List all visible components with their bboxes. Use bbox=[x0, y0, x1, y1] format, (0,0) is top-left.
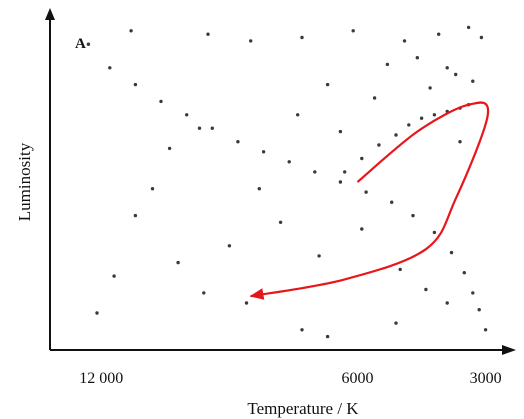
main-sequence-point bbox=[236, 140, 240, 144]
scattered-point bbox=[402, 39, 407, 43]
x-tick-label: 3000 bbox=[470, 370, 502, 387]
main-sequence-point bbox=[449, 250, 454, 255]
main-sequence-point bbox=[364, 190, 368, 194]
main-sequence-point bbox=[313, 170, 317, 174]
scattered-point bbox=[249, 39, 253, 43]
main-sequence-point bbox=[86, 42, 91, 46]
scattered-point bbox=[167, 146, 172, 151]
scattered-point bbox=[394, 321, 398, 325]
scattered-point bbox=[133, 213, 138, 218]
giant-branch-point bbox=[360, 156, 364, 161]
scattered-point bbox=[437, 32, 441, 36]
scattered-point bbox=[278, 220, 283, 224]
scattered-point bbox=[385, 62, 390, 67]
giant-branch-point bbox=[377, 143, 381, 147]
data-points bbox=[86, 25, 488, 339]
panel-label: A bbox=[75, 36, 86, 52]
scattered-point bbox=[206, 32, 210, 36]
main-sequence-point bbox=[287, 160, 291, 164]
main-sequence-point bbox=[483, 328, 488, 332]
main-sequence-point bbox=[432, 230, 437, 235]
scattered-point bbox=[244, 301, 249, 305]
main-sequence-point bbox=[133, 82, 138, 87]
evolution-track bbox=[249, 101, 490, 300]
scattered-point bbox=[300, 328, 304, 332]
main-sequence-point bbox=[108, 66, 112, 70]
x-tick-label: 6000 bbox=[342, 370, 374, 387]
scattered-point bbox=[317, 254, 321, 258]
main-sequence-point bbox=[390, 200, 394, 204]
y-axis-label: Luminosity bbox=[15, 142, 34, 221]
main-sequence-point bbox=[411, 213, 415, 218]
scattered-point bbox=[129, 29, 133, 33]
main-sequence-point bbox=[185, 113, 189, 117]
scattered-point bbox=[176, 260, 180, 265]
scattered-point bbox=[150, 187, 155, 191]
x-axis-arrow-icon bbox=[502, 345, 516, 355]
scattered-point bbox=[95, 311, 99, 315]
scattered-point bbox=[360, 227, 364, 231]
scattered-point bbox=[471, 79, 475, 83]
scattered-point bbox=[466, 25, 471, 30]
scattered-point bbox=[445, 301, 449, 305]
scattered-point bbox=[454, 72, 458, 77]
scattered-point bbox=[227, 244, 232, 248]
scattered-point bbox=[197, 126, 202, 130]
scattered-point bbox=[479, 35, 484, 40]
scattered-point bbox=[458, 140, 462, 144]
scattered-point bbox=[428, 86, 432, 90]
scattered-point bbox=[257, 187, 261, 191]
scattered-point bbox=[424, 287, 428, 292]
giant-branch-point bbox=[419, 116, 424, 120]
scattered-point bbox=[398, 267, 402, 272]
scattered-point bbox=[296, 113, 300, 117]
scattered-point bbox=[202, 291, 206, 295]
scattered-point bbox=[445, 66, 449, 70]
giant-branch-point bbox=[407, 123, 411, 127]
scattered-point bbox=[300, 35, 304, 40]
giant-branch-point bbox=[432, 113, 437, 117]
main-sequence-point bbox=[338, 180, 343, 184]
main-sequence-point bbox=[261, 150, 266, 154]
main-sequence-point bbox=[159, 99, 163, 104]
main-sequence-point bbox=[471, 291, 475, 295]
x-axis-label: Temperature / K bbox=[247, 399, 359, 418]
scattered-point bbox=[351, 29, 355, 33]
x-tick-label: 12 000 bbox=[79, 370, 123, 387]
main-sequence-point bbox=[462, 271, 466, 275]
x-tick-labels: 12 000 6000 3000 bbox=[79, 370, 501, 387]
giant-branch-point bbox=[343, 170, 347, 174]
scattered-point bbox=[112, 274, 116, 278]
scattered-point bbox=[338, 129, 343, 134]
scattered-point bbox=[325, 82, 330, 87]
scattered-point bbox=[372, 96, 377, 100]
main-sequence-point bbox=[477, 308, 481, 312]
scattered-point bbox=[325, 334, 330, 339]
y-axis-arrow-icon bbox=[45, 8, 55, 20]
giant-branch-point bbox=[394, 133, 398, 137]
main-sequence-point bbox=[210, 126, 214, 130]
scattered-point bbox=[415, 56, 419, 60]
